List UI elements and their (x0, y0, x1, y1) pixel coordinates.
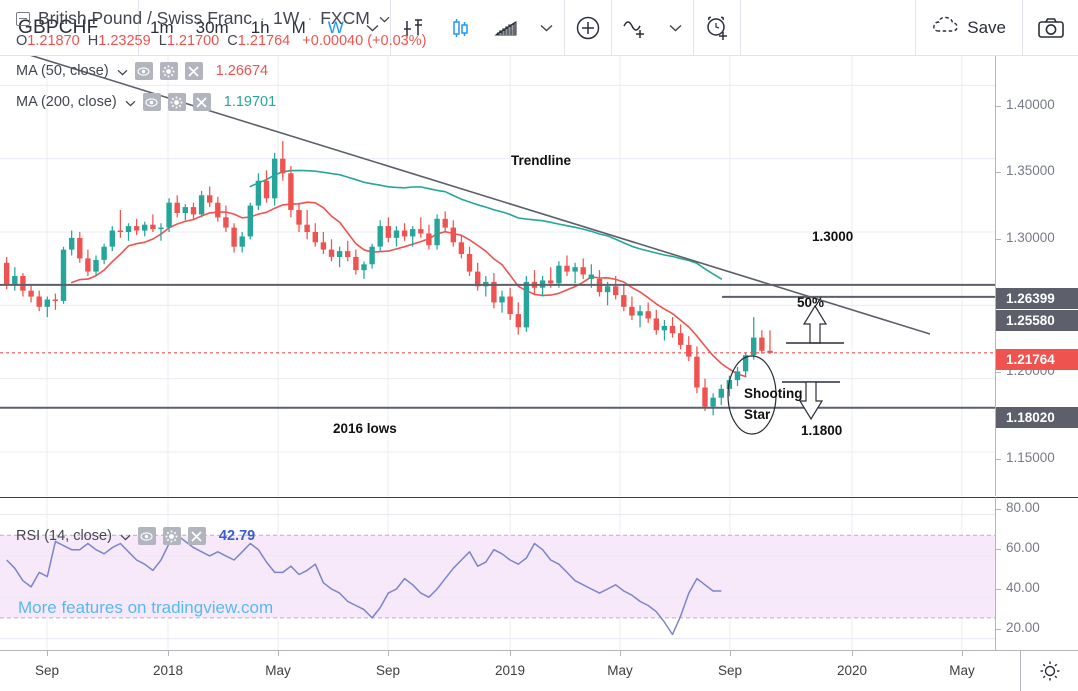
price-axis-label: 1.30000 (1006, 230, 1055, 245)
resolution-group: 1m 30m 1h M W (139, 0, 391, 55)
rsi-legend: RSI (14, close) 42.79 (16, 527, 255, 545)
price-axis-tick (996, 106, 1001, 107)
support-badge[interactable]: 1.18020 (996, 407, 1078, 428)
rsi-value: 42.79 (218, 528, 256, 544)
rsi-gear-icon[interactable] (162, 527, 181, 545)
tradingview-watermark: More features on tradingview.com (18, 598, 274, 617)
snapshot-button[interactable] (1022, 0, 1078, 55)
time-axis[interactable]: Sep 2018 May Sep 2019 May Sep 2020 May (0, 650, 1078, 691)
symbol-button[interactable]: GBPCHF (0, 0, 139, 55)
rsi-chart-svg (0, 498, 995, 650)
top-toolbar: GBPCHF 1m 30m 1h M W (0, 0, 1078, 56)
rsi-eye-icon[interactable] (137, 527, 156, 545)
price-axis-label: 1.35000 (1006, 163, 1055, 178)
save-button[interactable]: Save (915, 0, 1022, 55)
time-axis-label: Sep (717, 663, 743, 678)
rsi-close-icon[interactable] (187, 527, 206, 545)
time-axis-tick (962, 651, 963, 656)
price-axis-tick (996, 372, 1001, 373)
rsi-axis-tick (996, 549, 1001, 550)
add-indicator-icon[interactable] (565, 0, 611, 55)
indicators-icon[interactable] (483, 0, 529, 55)
fifty-level-badge[interactable]: 1.26399 (996, 288, 1078, 309)
price-pane[interactable] (0, 56, 995, 496)
resolution-chevron-down-icon[interactable] (355, 0, 390, 55)
time-axis-label: 2018 (152, 663, 184, 678)
resolution-1m[interactable]: 1m (150, 17, 174, 37)
time-axis-label: 2019 (494, 663, 526, 678)
price-axis[interactable]: 1.40000 1.35000 1.30000 1.20000 1.15000 1.263… (995, 56, 1078, 496)
resolution-30m[interactable]: 30m (195, 17, 229, 37)
time-axis-label: Sep (375, 663, 401, 678)
time-axis-tick (852, 651, 853, 656)
time-axis-label: 2020 (836, 663, 868, 678)
price-axis-tick (996, 172, 1001, 173)
add-indicator-group (565, 0, 612, 55)
resolution-1h[interactable]: 1h (250, 17, 270, 37)
time-axis-tick (278, 651, 279, 656)
shooting-star-label-1: Shooting (744, 386, 803, 401)
resistance-badge[interactable]: 1.25580 (996, 310, 1078, 331)
rsi-pane[interactable] (0, 497, 995, 650)
resolution-W[interactable]: W (327, 17, 344, 37)
rsi-axis-label: 20.00 (1006, 620, 1040, 635)
rsi-axis-tick (996, 509, 1001, 510)
save-label: Save (967, 17, 1006, 37)
rsi-axis-label: 60.00 (1006, 540, 1040, 555)
fifty-percent-label: 50% (797, 295, 825, 310)
time-axis-tick (730, 651, 731, 656)
rsi-axis-tick (996, 589, 1001, 590)
time-axis-label: Sep (34, 663, 60, 678)
brightness-icon (1040, 661, 1059, 681)
time-axis-label: May (949, 663, 975, 678)
rsi-axis-label: 80.00 (1006, 500, 1040, 515)
target-down-label: 1.1800 (801, 423, 843, 438)
rsi-axis-label: 40.00 (1006, 580, 1040, 595)
price-axis-label: 1.40000 (1006, 97, 1055, 112)
last-price-badge[interactable]: 1.21764 (996, 349, 1078, 370)
time-axis-tick (168, 651, 169, 656)
time-axis-tick (47, 651, 48, 656)
shooting-star-label-2: Star (744, 407, 771, 422)
chart-type-group (391, 0, 565, 55)
time-axis-tick (388, 651, 389, 656)
time-axis-label: May (607, 663, 633, 678)
price-chart-svg (0, 56, 995, 496)
chart-settings-button[interactable] (1020, 651, 1078, 691)
rsi-chevron-down-icon[interactable] (120, 529, 131, 544)
drawing-chevron-icon[interactable] (658, 0, 693, 55)
candlestick-style-icon[interactable] (437, 0, 483, 55)
price-axis-tick (996, 239, 1001, 240)
time-axis-label: May (265, 663, 291, 678)
cloud-icon (932, 15, 960, 40)
alert-group (694, 0, 741, 55)
rsi-axis[interactable]: 80.00 60.00 40.00 20.00 (995, 497, 1078, 650)
price-axis-tick (996, 459, 1001, 460)
lows-2016-label: 2016 lows (333, 421, 397, 436)
trendline-label: Trendline (511, 153, 572, 168)
rsi-name[interactable]: RSI (14, close) (16, 528, 112, 544)
price-axis-label: 1.15000 (1006, 450, 1055, 465)
camera-icon (1037, 17, 1064, 38)
chart-style-chevron-icon[interactable] (529, 0, 564, 55)
time-axis-tick (510, 651, 511, 656)
compare-icon[interactable] (391, 0, 437, 55)
toolbar-spacer (741, 0, 915, 55)
alert-icon[interactable] (694, 0, 740, 55)
time-axis-tick (620, 651, 621, 656)
rsi-axis-tick (996, 629, 1001, 630)
chart-panes: 1.40000 1.35000 1.30000 1.20000 1.15000 1.263… (0, 56, 1078, 650)
drawing-tool-icon[interactable] (612, 0, 658, 55)
drawing-tool-group (612, 0, 694, 55)
target-up-label: 1.3000 (812, 229, 854, 244)
resolution-M[interactable]: M (291, 17, 306, 37)
